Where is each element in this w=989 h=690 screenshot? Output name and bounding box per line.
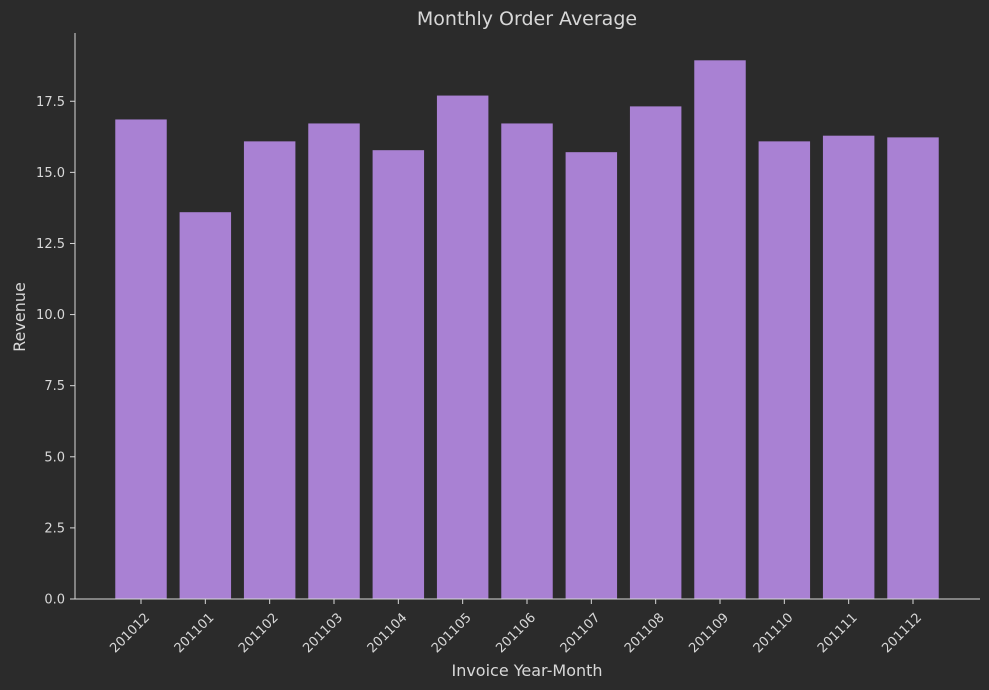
bar-201112 — [887, 137, 939, 599]
x-tick-label-201103: 201103 — [300, 610, 346, 656]
bar-201107 — [565, 152, 618, 600]
x-tick-label-201012: 201012 — [107, 610, 153, 656]
x-tick-label-201104: 201104 — [365, 610, 411, 656]
bar-201111 — [822, 135, 875, 599]
x-tick-label-201108: 201108 — [622, 610, 668, 656]
x-tick-label-201101: 201101 — [172, 610, 218, 656]
bar-201101 — [179, 212, 232, 599]
bar-201106 — [501, 123, 553, 599]
y-tick-label: 0.0 — [44, 593, 65, 608]
y-tick-label: 5.0 — [44, 450, 65, 465]
y-tick-label: 10.0 — [36, 308, 65, 323]
bar-201108 — [629, 106, 682, 599]
y-tick-label: 17.5 — [36, 95, 65, 110]
bar-201103 — [308, 123, 360, 599]
y-tick-label: 2.5 — [44, 521, 65, 536]
x-ticks-group: 201012 201101 201102 201103 201104 201105 2011… — [107, 599, 925, 656]
y-ticks-group: 0.0 2.5 5.0 7.5 10.0 12.5 15.0 17.5 — [36, 95, 75, 608]
x-tick-label-201107: 201107 — [558, 610, 604, 656]
bar-201109 — [694, 60, 746, 600]
x-tick-label-201106: 201106 — [493, 610, 539, 656]
y-axis-title: Revenue — [10, 282, 29, 352]
bar-201102 — [243, 141, 296, 600]
x-axis-title: Invoice Year-Month — [451, 661, 602, 680]
y-tick-label: 15.0 — [36, 166, 65, 181]
y-tick-label: 12.5 — [36, 237, 65, 252]
bar-201105 — [436, 95, 489, 599]
x-tick-label-201112: 201112 — [879, 610, 925, 656]
y-tick-label: 7.5 — [44, 379, 65, 394]
x-tick-label-201109: 201109 — [686, 610, 732, 656]
x-tick-label-201102: 201102 — [236, 610, 282, 656]
x-tick-label-201110: 201110 — [751, 610, 797, 656]
bar-201104 — [372, 150, 425, 599]
bars-group — [115, 60, 939, 600]
bar-201012 — [115, 119, 167, 600]
bar-201110 — [758, 141, 811, 600]
x-tick-label-201105: 201105 — [429, 610, 475, 656]
chart-title: Monthly Order Average — [417, 8, 637, 30]
x-tick-label-201111: 201111 — [815, 610, 861, 656]
